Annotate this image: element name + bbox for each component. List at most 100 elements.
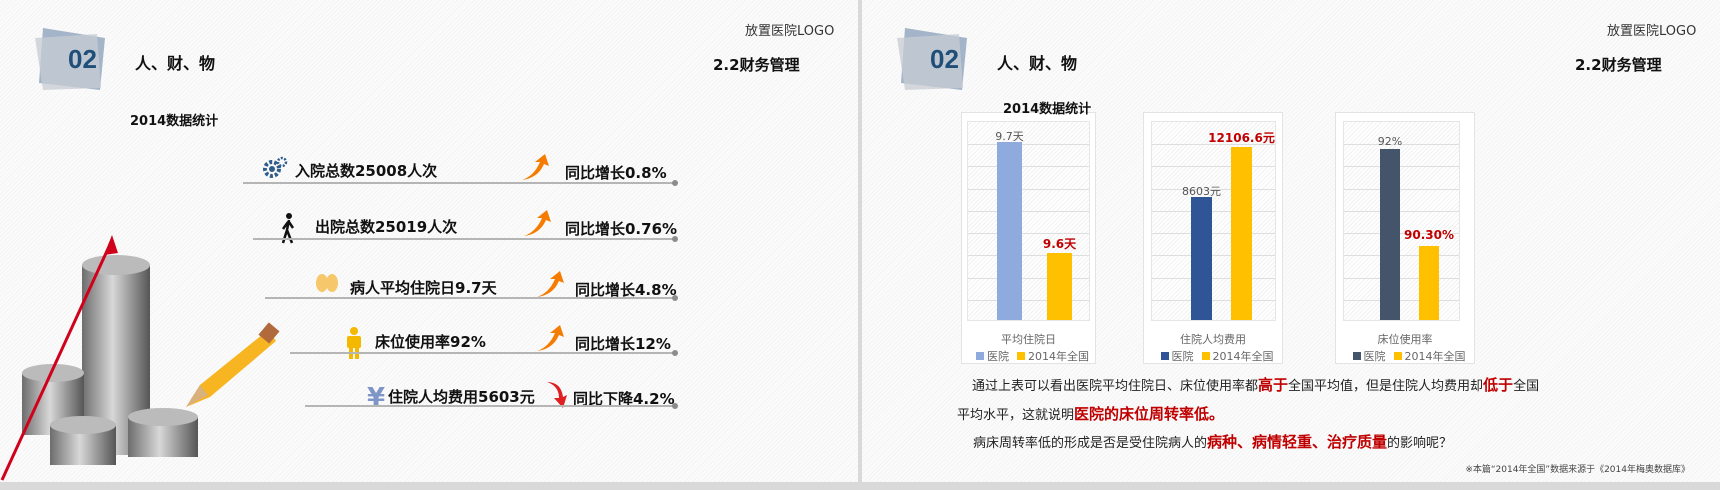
paragraph-2: 平均水平，这就说明医院的床位周转率低。 — [957, 403, 1224, 424]
stat-change: 同比增长0.8% — [565, 164, 667, 182]
section-badge — [35, 28, 105, 90]
coins-illustration — [0, 235, 280, 481]
highlight: 低于 — [1483, 376, 1514, 394]
gridline — [1344, 166, 1459, 168]
subtitle: 2.2财务管理 — [1575, 56, 1662, 74]
gridline — [968, 166, 1089, 168]
legend-swatch — [1017, 352, 1025, 360]
plot-area: 8603元 12106.6元 — [1151, 121, 1276, 321]
stat-label: 入院总数25008人次 — [295, 162, 438, 180]
bar-national — [1419, 246, 1439, 320]
trend-up-arrow-icon — [535, 271, 565, 303]
text: 全国 — [1513, 379, 1540, 394]
gridline — [968, 233, 1089, 235]
section-badge — [897, 28, 967, 90]
kidney-icon — [315, 273, 339, 299]
text: 病床周转率低的形成是否是受住院病人的 — [973, 436, 1208, 451]
gridline — [1344, 188, 1459, 190]
gridline — [1152, 144, 1275, 146]
stat-label: 床位使用率92% — [375, 333, 486, 351]
text: 通过上表可以看出医院平均住院日、床位使用率都 — [972, 379, 1259, 394]
text: 的影响呢？ — [1387, 436, 1453, 451]
stat-change: 同比增长12% — [575, 335, 671, 353]
legend-label: 医院 — [987, 350, 1009, 363]
yen-icon: ¥ — [365, 382, 387, 414]
bar-national — [1231, 147, 1252, 320]
walking-person-icon — [278, 212, 298, 248]
gridline — [1152, 255, 1275, 257]
gears-icon — [262, 156, 288, 182]
legend-swatch — [1201, 352, 1210, 360]
trend-up-arrow-icon — [522, 210, 552, 242]
legend: 医院 2014年全国 — [1336, 348, 1474, 364]
bar-chart: 92% 90.30% 床位使用率 医院 2014年全国 — [1335, 112, 1475, 364]
slide-2: 02 人、财、物 放置医院LOGO 2.2财务管理 9.7天 9.6天 平均住院日 … — [862, 0, 1720, 482]
slide-1: 02 人、财、物 放置医院LOGO 2.2财务管理 2014数据统计 入院总数2… — [0, 0, 858, 482]
legend-swatch — [1393, 352, 1402, 360]
trend-up-arrow-icon — [520, 154, 550, 186]
gridline — [968, 144, 1089, 146]
bar-hospital — [1380, 149, 1400, 320]
trend-up-arrow-icon — [535, 325, 565, 357]
bar-chart: 8603元 12106.6元住院人均费用 医院 2014年全国 — [1143, 112, 1283, 364]
gridline — [1344, 210, 1459, 212]
bar-chart: 9.7天 9.6天平均住院日 医院 2014年全国 — [961, 112, 1096, 364]
legend-label: 医院 — [1363, 350, 1386, 363]
stats-title: 2014数据统计 — [130, 114, 219, 129]
logo-placeholder: 放置医院LOGO — [745, 24, 835, 39]
gridline — [1152, 188, 1275, 190]
footnote: ※本篇“2014年全国”数据来源于《2014年梅奥数据库》 — [1465, 465, 1690, 475]
gridline — [1344, 299, 1459, 301]
stats-title: 2014数据统计 — [1003, 102, 1092, 117]
plot-area: 9.7天 9.6天 — [967, 121, 1090, 321]
legend: 医院 2014年全国 — [962, 348, 1095, 364]
text: 平均水平，这就说明 — [957, 408, 1075, 423]
stat-change: 同比增长4.8% — [575, 281, 677, 299]
logo-placeholder: 放置医院LOGO — [1607, 24, 1697, 39]
data-label: 9.7天 — [995, 130, 1024, 143]
legend-swatch — [976, 352, 984, 360]
legend-swatch — [1160, 352, 1169, 360]
gridline — [968, 299, 1089, 301]
legend-label: 医院 — [1171, 350, 1194, 363]
person-icon — [345, 327, 363, 363]
trend-down-arrow-icon — [545, 380, 567, 412]
highlight: 病种、病情轻重、治疗质量 — [1207, 433, 1388, 451]
divider-line — [243, 180, 678, 186]
legend-label: 2014年全国 — [1404, 350, 1466, 363]
stat-label: 住院人均费用5603元 — [388, 388, 535, 406]
bar-national — [1047, 253, 1072, 320]
gridline — [1344, 255, 1459, 257]
stat-change: 同比下降4.2% — [573, 390, 675, 408]
divider-line — [305, 403, 678, 409]
subtitle: 2.2财务管理 — [713, 56, 800, 74]
gridline — [1152, 277, 1275, 279]
highlight: 医院的床位周转率低。 — [1074, 405, 1225, 423]
category-label: 平均住院日 — [1001, 333, 1056, 346]
paragraph-1: 通过上表可以看出医院平均住院日、床位使用率都高于全国平均值，但是住院人均费用却低… — [972, 374, 1539, 395]
legend-label: 2014年全国 — [1212, 350, 1274, 363]
gridline — [1152, 299, 1275, 301]
gridline — [1344, 233, 1459, 235]
divider-line — [265, 295, 678, 301]
data-label: 8603元 — [1182, 185, 1221, 198]
stat-label: 病人平均住院日9.7天 — [350, 279, 497, 297]
section-title: 人、财、物 — [135, 54, 216, 73]
legend: 医院 2014年全国 — [1144, 348, 1282, 364]
stat-change: 同比增长0.76% — [565, 220, 678, 238]
text: 全国平均值，但是住院人均费用却 — [1288, 379, 1484, 394]
section-number: 02 — [68, 44, 97, 74]
legend-swatch — [1352, 352, 1361, 360]
divider-line — [253, 236, 678, 242]
section-title: 人、财、物 — [997, 54, 1078, 73]
divider-line — [290, 350, 678, 356]
gridline — [1344, 144, 1459, 146]
data-label: 92% — [1377, 135, 1403, 148]
category-label: 床位使用率 — [1377, 333, 1433, 346]
category-label: 住院人均费用 — [1180, 333, 1246, 346]
gridline — [968, 188, 1089, 190]
legend-label: 2014年全国 — [1028, 350, 1089, 363]
plot-area: 92% 90.30% — [1343, 121, 1460, 321]
data-label: 9.6天 — [1042, 237, 1077, 251]
highlight: 高于 — [1258, 376, 1289, 394]
